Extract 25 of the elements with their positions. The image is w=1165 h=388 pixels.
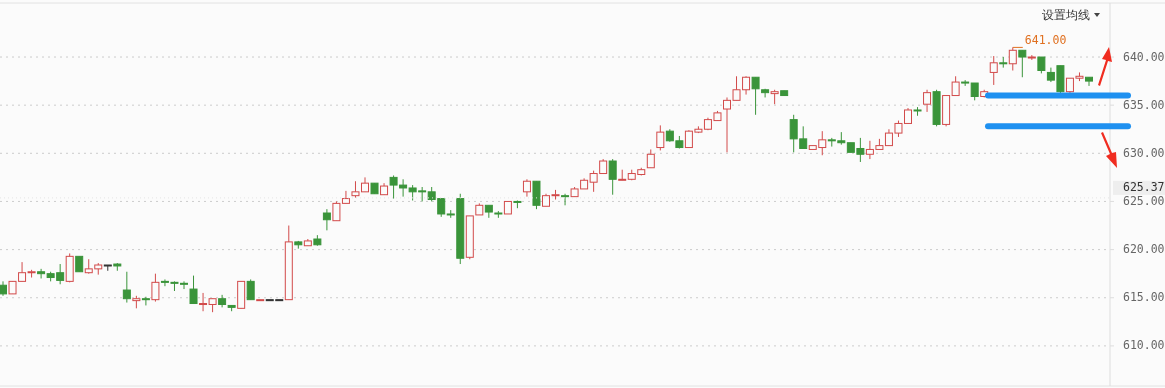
ref-line-label: 625.37 [1123, 180, 1165, 195]
candlestick [151, 273, 160, 303]
y-tick-label: 630.00 [1123, 145, 1165, 160]
candlestick [322, 208, 331, 231]
candlestick [989, 55, 998, 86]
y-tick-label: 635.00 [1123, 97, 1165, 112]
y-tick-label: 620.00 [1123, 242, 1165, 257]
y-tick-label: 625.00 [1123, 193, 1165, 208]
candlestick [646, 148, 655, 169]
annotation: 设置均线 [1042, 7, 1090, 22]
candlestick [656, 124, 665, 151]
y-tick-label: 640.00 [1123, 49, 1165, 64]
candlestick [189, 275, 198, 305]
candlestick [246, 278, 255, 301]
candlestick [608, 158, 617, 196]
candlestick [923, 89, 932, 113]
candlestick [141, 296, 150, 306]
candlestick [1008, 46, 1017, 71]
y-tick-label: 610.00 [1123, 338, 1165, 353]
y-tick-label: 615.00 [1123, 290, 1165, 305]
annotation: 641.00 [1024, 33, 1067, 48]
candlestick [561, 193, 570, 206]
candlestick [751, 76, 760, 116]
candlestick [122, 271, 131, 304]
candlestick [1018, 49, 1027, 78]
